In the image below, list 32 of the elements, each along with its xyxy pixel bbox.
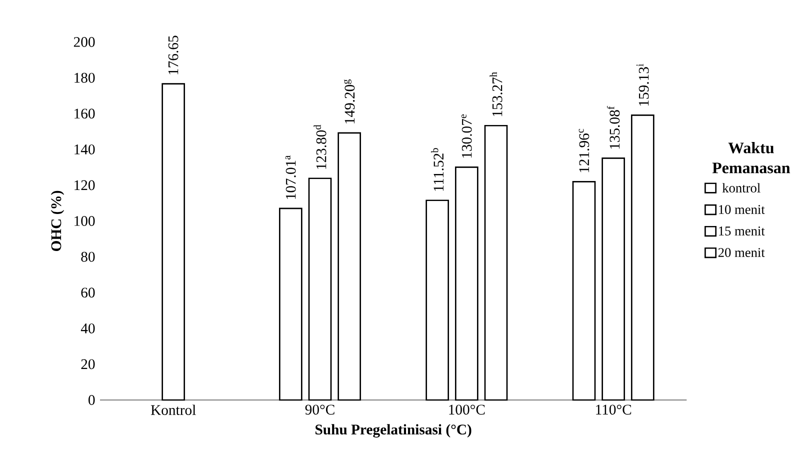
- y-tick-label: 40: [80, 323, 95, 334]
- legend-label: kontrol: [722, 183, 760, 192]
- data-label: 130.07$^{e}$: [462, 114, 472, 158]
- legend-label: 10 menit: [719, 205, 765, 214]
- y-tick-label: 100: [74, 216, 95, 226]
- legend-title: Waktu Pemanasan: [712, 142, 790, 174]
- y-tick-label: 60: [81, 288, 95, 298]
- y-tick-label: 80: [81, 252, 95, 262]
- data-label: 153.27$^{h}$: [490, 72, 502, 116]
- x-tick-label: 90°C: [305, 404, 334, 415]
- x-tick-label: 100°C: [449, 404, 485, 415]
- y-tick-label: 20: [81, 359, 95, 370]
- legend-label: 20 menit: [718, 248, 765, 258]
- data-label: 149.20$^{g}$: [344, 79, 355, 124]
- y-axis-title: OHC (%): [50, 190, 64, 252]
- y-tick-label: 160: [74, 108, 95, 119]
- data-label: 123.80$^{d}$: [314, 124, 326, 169]
- data-label: 176.65: [168, 36, 178, 74]
- y-tick-label: 120: [74, 180, 95, 190]
- data-label: 159.13$^{i}$: [636, 64, 649, 106]
- data-label: 111.52$^{b}$: [431, 148, 444, 191]
- data-label: 121.96$^{c}$: [578, 128, 590, 172]
- data-label: 107.01$^{a}$: [286, 155, 296, 199]
- y-tick-label: 200: [74, 37, 95, 47]
- y-tick-label: 0: [88, 395, 95, 405]
- x-axis-title: Suhu Pregelatinisasi (°C): [316, 424, 472, 438]
- legend-label: 15 menit: [719, 226, 765, 236]
- y-tick-label: 140: [74, 144, 95, 154]
- y-tick-label: 180: [74, 72, 95, 83]
- x-tick-label: Kontrol: [150, 404, 196, 416]
- data-label: 135.08$^{f}$: [606, 106, 620, 149]
- x-tick-label: 110°C: [596, 404, 632, 415]
